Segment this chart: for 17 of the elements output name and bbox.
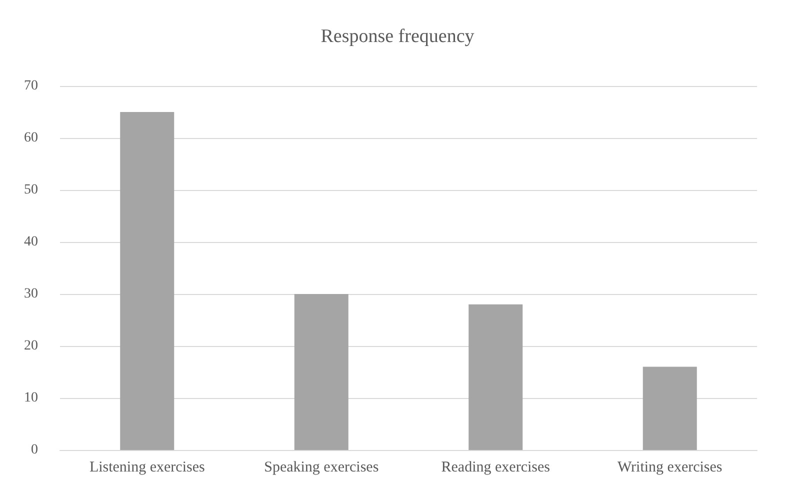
x-tick-label: Reading exercises	[441, 460, 550, 476]
y-tick-label: 40	[24, 234, 38, 250]
bar	[120, 112, 174, 450]
y-tick-label: 50	[24, 182, 38, 198]
bar	[642, 366, 697, 450]
bar	[294, 294, 348, 450]
y-tick-label: 30	[24, 286, 38, 302]
bar	[468, 304, 523, 450]
y-tick-label: 60	[24, 130, 38, 146]
x-tick-label: Writing exercises	[617, 460, 722, 476]
y-tick-label: 0	[31, 442, 38, 458]
x-tick-label: Speaking exercises	[264, 460, 379, 476]
y-tick-label: 20	[24, 338, 38, 354]
chart-title: Response frequency	[320, 26, 475, 47]
y-tick-label: 70	[24, 78, 38, 94]
y-tick-label: 10	[24, 390, 38, 406]
x-tick-label: Listening exercises	[89, 460, 205, 476]
